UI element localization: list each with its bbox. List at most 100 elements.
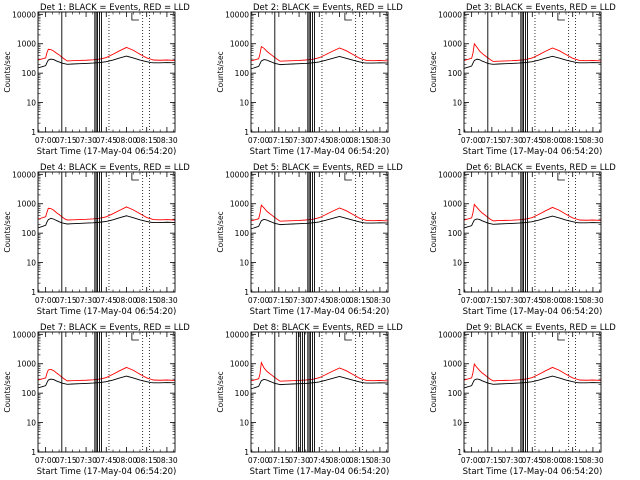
y-axis-label: Counts/sec bbox=[216, 371, 225, 412]
x-tick-label: 07:45 bbox=[95, 456, 117, 465]
plot-frame bbox=[37, 171, 176, 293]
y-tick-label: 100 bbox=[22, 69, 37, 78]
x-tick-label: 08:00 bbox=[542, 456, 564, 465]
panel-title: Det 6: BLACK = Events, RED = LLD bbox=[466, 163, 616, 173]
y-tick-label: 100 bbox=[22, 229, 37, 238]
detector-panel-1: Det 1: BLACK = Events, RED = LLD Counts/s… bbox=[3, 3, 190, 157]
x-tick-label: 07:00 bbox=[35, 456, 57, 465]
panel-title: Det 9: BLACK = Events, RED = LLD bbox=[466, 323, 616, 333]
x-tick-label: 07:30 bbox=[75, 456, 97, 465]
x-axis-label: Start Time (17-May-04 06:54:20) bbox=[463, 147, 603, 157]
x-axis-label: Start Time (17-May-04 06:54:20) bbox=[37, 467, 177, 477]
x-tick-label: 07:00 bbox=[461, 456, 483, 465]
x-tick-label: 08:00 bbox=[542, 136, 564, 145]
y-tick-label: 1000 bbox=[443, 200, 462, 209]
x-tick-label: 08:15 bbox=[136, 456, 158, 465]
y-tick-label: 1000 bbox=[230, 360, 249, 369]
x-tick-label: 07:45 bbox=[95, 296, 117, 305]
detector-panel-7: Det 7: BLACK = Events, RED = LLD Counts/s… bbox=[3, 323, 190, 477]
y-tick-label: 10000 bbox=[225, 330, 249, 339]
y-tick-label: 10000 bbox=[12, 10, 36, 19]
lld-series-line bbox=[250, 360, 389, 382]
panel-title: Det 5: BLACK = Events, RED = LLD bbox=[253, 163, 403, 173]
x-tick-label: 08:30 bbox=[369, 136, 391, 145]
detector-panel-5: Det 5: BLACK = Events, RED = LLD Counts/s… bbox=[216, 163, 403, 317]
x-tick-label: 07:30 bbox=[75, 296, 97, 305]
x-tick-label: 07:45 bbox=[308, 456, 330, 465]
x-tick-label: 07:15 bbox=[268, 296, 290, 305]
detector-panel-9: Det 9: BLACK = Events, RED = LLD Counts/s… bbox=[429, 323, 616, 477]
x-tick-label: 07:15 bbox=[481, 136, 503, 145]
x-tick-label: 07:45 bbox=[308, 136, 330, 145]
plot-frame bbox=[463, 171, 602, 293]
events-series-line bbox=[37, 55, 176, 69]
x-tick-label: 07:30 bbox=[288, 456, 310, 465]
y-tick-label: 1000 bbox=[230, 200, 249, 209]
x-tick-label: 08:00 bbox=[329, 456, 351, 465]
y-axis-label: Counts/sec bbox=[3, 211, 12, 252]
y-tick-label: 10000 bbox=[12, 170, 36, 179]
y-tick-label: 100 bbox=[235, 69, 250, 78]
lld-series-line bbox=[463, 42, 602, 62]
events-series-line bbox=[37, 215, 176, 229]
y-tick-label: 100 bbox=[235, 229, 250, 238]
x-tick-label: 08:15 bbox=[562, 296, 584, 305]
x-tick-label: 08:15 bbox=[349, 296, 371, 305]
y-tick-label: 1 bbox=[31, 288, 36, 297]
x-axis-label: Start Time (17-May-04 06:54:20) bbox=[37, 147, 177, 157]
x-tick-label: 07:00 bbox=[461, 136, 483, 145]
x-axis-label: Start Time (17-May-04 06:54:20) bbox=[37, 307, 177, 317]
x-tick-label: 07:30 bbox=[288, 296, 310, 305]
x-tick-label: 07:15 bbox=[268, 456, 290, 465]
bracket-marker bbox=[557, 13, 565, 21]
y-tick-label: 1 bbox=[457, 288, 462, 297]
y-axis-label: Counts/sec bbox=[3, 51, 12, 92]
plot-frame bbox=[37, 331, 176, 453]
x-tick-label: 08:30 bbox=[369, 296, 391, 305]
x-tick-label: 08:00 bbox=[329, 136, 351, 145]
y-axis-label: Counts/sec bbox=[216, 51, 225, 92]
plot-frame bbox=[250, 11, 389, 133]
x-tick-label: 08:30 bbox=[156, 136, 178, 145]
y-tick-label: 1 bbox=[244, 448, 249, 457]
x-tick-label: 07:15 bbox=[268, 136, 290, 145]
x-tick-label: 07:00 bbox=[461, 296, 483, 305]
bracket-marker bbox=[131, 13, 139, 21]
x-tick-label: 07:00 bbox=[35, 296, 57, 305]
x-tick-label: 07:00 bbox=[248, 456, 270, 465]
x-tick-label: 08:15 bbox=[562, 136, 584, 145]
bracket-marker bbox=[344, 333, 352, 341]
bracket-marker bbox=[344, 173, 352, 181]
x-tick-label: 07:15 bbox=[481, 296, 503, 305]
y-tick-label: 1 bbox=[31, 128, 36, 137]
y-tick-label: 1000 bbox=[17, 360, 36, 369]
plot-frame bbox=[37, 11, 176, 133]
y-tick-label: 10 bbox=[452, 99, 462, 108]
bracket-marker bbox=[557, 333, 565, 341]
x-tick-label: 07:15 bbox=[55, 456, 77, 465]
bracket-marker bbox=[131, 333, 139, 341]
x-tick-label: 08:30 bbox=[156, 456, 178, 465]
x-tick-label: 07:00 bbox=[35, 136, 57, 145]
detector-panel-2: Det 2: BLACK = Events, RED = LLD Counts/s… bbox=[216, 3, 403, 157]
detector-panel-6: Det 6: BLACK = Events, RED = LLD Counts/s… bbox=[429, 163, 616, 317]
y-tick-label: 100 bbox=[448, 389, 463, 398]
x-tick-label: 07:00 bbox=[248, 136, 270, 145]
y-tick-label: 1 bbox=[244, 128, 249, 137]
plot-frame bbox=[250, 331, 389, 453]
panel-title: Det 3: BLACK = Events, RED = LLD bbox=[466, 3, 616, 13]
x-tick-label: 08:15 bbox=[136, 296, 158, 305]
events-series-line bbox=[250, 215, 389, 230]
events-series-line bbox=[463, 55, 602, 69]
x-tick-label: 08:00 bbox=[116, 456, 138, 465]
y-tick-label: 10000 bbox=[438, 10, 462, 19]
y-tick-label: 1000 bbox=[443, 360, 462, 369]
panel-title: Det 7: BLACK = Events, RED = LLD bbox=[40, 323, 190, 333]
x-axis-label: Start Time (17-May-04 06:54:20) bbox=[250, 467, 390, 477]
y-tick-label: 10 bbox=[26, 99, 36, 108]
bracket-marker bbox=[131, 173, 139, 181]
x-tick-label: 08:30 bbox=[156, 296, 178, 305]
y-tick-label: 1000 bbox=[230, 40, 249, 49]
y-axis-label: Counts/sec bbox=[429, 371, 438, 412]
